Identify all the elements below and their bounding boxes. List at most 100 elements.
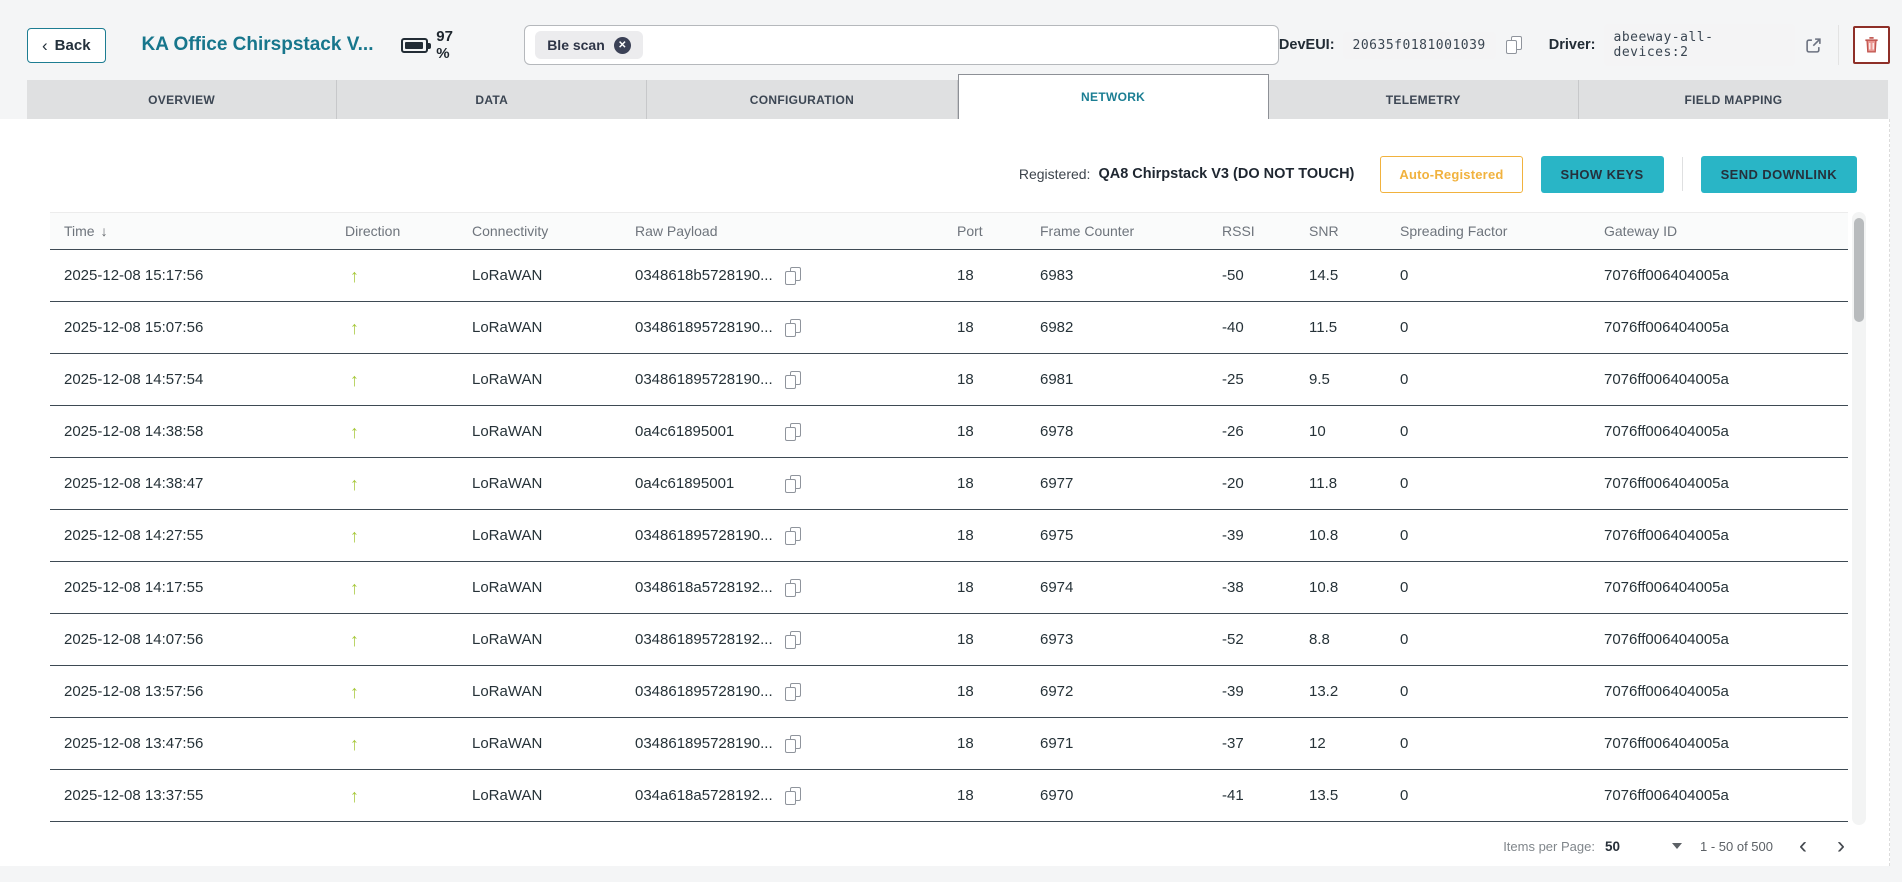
scrollbar-thumb[interactable] [1854, 218, 1864, 322]
table-row[interactable]: 2025-12-08 13:57:56 ↑ LoRaWAN 0348618957… [50, 666, 1848, 718]
tab-overview[interactable]: OVERVIEW [27, 80, 338, 119]
copy-payload-icon[interactable] [785, 682, 802, 701]
send-downlink-button[interactable]: SEND DOWNLINK [1700, 155, 1857, 193]
cell-frame-counter: 6983 [1040, 267, 1074, 284]
uplink-arrow-icon: ↑ [350, 317, 359, 338]
cell-gateway-id: 7076ff006404005a [1604, 267, 1729, 284]
cell-time: 2025-12-08 13:47:56 [64, 735, 204, 752]
copy-payload-icon[interactable] [785, 526, 802, 545]
delete-device-button[interactable] [1852, 26, 1890, 64]
cell-raw-payload: 0348618a5728192... [621, 578, 943, 597]
tab-field-mapping[interactable]: FIELD MAPPING [1578, 80, 1889, 119]
copy-payload-icon[interactable] [785, 370, 802, 389]
column-header-rssi[interactable]: RSSI [1222, 223, 1255, 239]
copy-deveui-button[interactable] [1505, 36, 1523, 54]
copy-payload-icon[interactable] [785, 266, 802, 285]
cell-port: 18 [957, 579, 974, 596]
cell-time: 2025-12-08 15:17:56 [64, 267, 204, 284]
table-row[interactable]: 2025-12-08 15:17:56 ↑ LoRaWAN 0348618b57… [50, 250, 1848, 302]
header-divider [1837, 25, 1839, 65]
uplink-arrow-icon: ↑ [350, 785, 359, 806]
open-driver-button[interactable] [1805, 37, 1822, 54]
table-scrollbar[interactable] [1852, 212, 1866, 825]
cell-connectivity: LoRaWAN [472, 735, 543, 752]
cell-spreading-factor: 0 [1400, 735, 1409, 752]
table-row[interactable]: 2025-12-08 13:37:55 ↑ LoRaWAN 034a618a57… [50, 770, 1848, 822]
cell-spreading-factor: 0 [1400, 371, 1409, 388]
table-row[interactable]: 2025-12-08 15:07:56 ↑ LoRaWAN 0348618957… [50, 302, 1848, 354]
cell-gateway-id: 7076ff006404005a [1604, 319, 1729, 336]
cell-port: 18 [957, 787, 974, 804]
column-header-gateway-id[interactable]: Gateway ID [1604, 223, 1678, 239]
copy-payload-icon[interactable] [785, 578, 802, 597]
tab-telemetry[interactable]: TELEMETRY [1268, 80, 1579, 119]
auto-registered-badge[interactable]: Auto-Registered [1380, 155, 1523, 193]
payload-text: 034861895728190... [635, 319, 773, 336]
network-panel: Registered: QA8 Chirpstack V3 (DO NOT TO… [0, 119, 1890, 866]
table-row[interactable]: 2025-12-08 14:57:54 ↑ LoRaWAN 0348618957… [50, 354, 1848, 406]
page-range-text: 1 - 50 of 500 [1700, 838, 1773, 854]
show-keys-button[interactable]: SHOW KEYS [1540, 155, 1664, 193]
cell-time: 2025-12-08 14:17:55 [64, 579, 204, 596]
items-per-page-value[interactable]: 50 [1604, 838, 1620, 854]
tab-data[interactable]: DATA [337, 80, 648, 119]
table-row[interactable]: 2025-12-08 13:47:56 ↑ LoRaWAN 0348618957… [50, 718, 1848, 770]
cell-frame-counter: 6978 [1040, 423, 1074, 440]
tab-configuration[interactable]: CONFIGURATION [647, 80, 958, 119]
cell-time: 2025-12-08 14:57:54 [64, 371, 204, 388]
copy-payload-icon[interactable] [785, 318, 802, 337]
table-row[interactable]: 2025-12-08 14:07:56 ↑ LoRaWAN 0348618957… [50, 614, 1848, 666]
next-page-button[interactable]: › [1837, 832, 1845, 859]
cell-direction: ↑ [331, 787, 458, 805]
cell-connectivity: LoRaWAN [472, 371, 543, 388]
cell-spreading-factor: 0 [1400, 527, 1409, 544]
search-input[interactable]: Ble scan ✕ [524, 25, 1279, 65]
copy-payload-icon[interactable] [785, 422, 802, 441]
cell-snr: 10.8 [1309, 527, 1339, 544]
column-header-port[interactable]: Port [957, 223, 983, 239]
cell-snr: 11.8 [1309, 475, 1338, 492]
column-header-time[interactable]: Time ↓ [64, 223, 108, 239]
cell-gateway-id: 7076ff006404005a [1604, 631, 1729, 648]
column-header-snr[interactable]: SNR [1309, 223, 1339, 239]
cell-direction: ↑ [331, 527, 458, 545]
cell-snr: 10 [1309, 423, 1326, 440]
cell-gateway-id: 7076ff006404005a [1604, 475, 1729, 492]
cell-port: 18 [957, 423, 974, 440]
cell-rssi: -38 [1222, 579, 1244, 596]
cell-raw-payload: 034861895728190... [621, 318, 943, 337]
cell-direction: ↑ [331, 683, 458, 701]
table-row[interactable]: 2025-12-08 14:38:58 ↑ LoRaWAN 0a4c618950… [50, 406, 1848, 458]
payload-text: 034861895728190... [635, 683, 773, 700]
cell-snr: 11.5 [1309, 319, 1338, 336]
column-header-direction[interactable]: Direction [345, 223, 401, 239]
copy-payload-icon[interactable] [785, 734, 802, 753]
column-header-raw-payload[interactable]: Raw Payload [635, 223, 718, 239]
cell-time: 2025-12-08 13:37:55 [64, 787, 204, 804]
cell-spreading-factor: 0 [1400, 787, 1409, 804]
column-header-spreading-factor[interactable]: Spreading Factor [1400, 223, 1508, 239]
search-filter-chip-label: Ble scan [547, 37, 605, 53]
table-row[interactable]: 2025-12-08 14:27:55 ↑ LoRaWAN 0348618957… [50, 510, 1848, 562]
search-filter-chip[interactable]: Ble scan ✕ [535, 31, 643, 59]
copy-payload-icon[interactable] [785, 474, 802, 493]
battery-percent: 97 % [436, 28, 453, 62]
payload-text: 0a4c61895001 [635, 475, 735, 492]
copy-payload-icon[interactable] [785, 786, 802, 805]
chip-close-icon[interactable]: ✕ [613, 36, 631, 54]
dropdown-caret-icon[interactable] [1672, 843, 1682, 849]
sort-descending-icon[interactable]: ↓ [100, 223, 108, 239]
cell-raw-payload: 034861895728192... [621, 630, 943, 649]
table-row[interactable]: 2025-12-08 14:38:47 ↑ LoRaWAN 0a4c618950… [50, 458, 1848, 510]
column-header-frame-counter[interactable]: Frame Counter [1040, 223, 1135, 239]
copy-payload-icon[interactable] [785, 630, 802, 649]
back-button[interactable]: ‹ Back [27, 27, 106, 63]
previous-page-button[interactable]: ‹ [1799, 832, 1807, 859]
device-meta: DevEUI: 20635f0181001039 Driver: abeeway… [1279, 24, 1890, 66]
table-row[interactable]: 2025-12-08 14:17:55 ↑ LoRaWAN 0348618a57… [50, 562, 1848, 614]
cell-snr: 8.8 [1309, 631, 1330, 648]
tab-network[interactable]: NETWORK [957, 74, 1269, 119]
column-header-connectivity[interactable]: Connectivity [472, 223, 549, 239]
cell-snr: 10.8 [1309, 579, 1339, 596]
registered-label: Registered: [1018, 166, 1091, 182]
